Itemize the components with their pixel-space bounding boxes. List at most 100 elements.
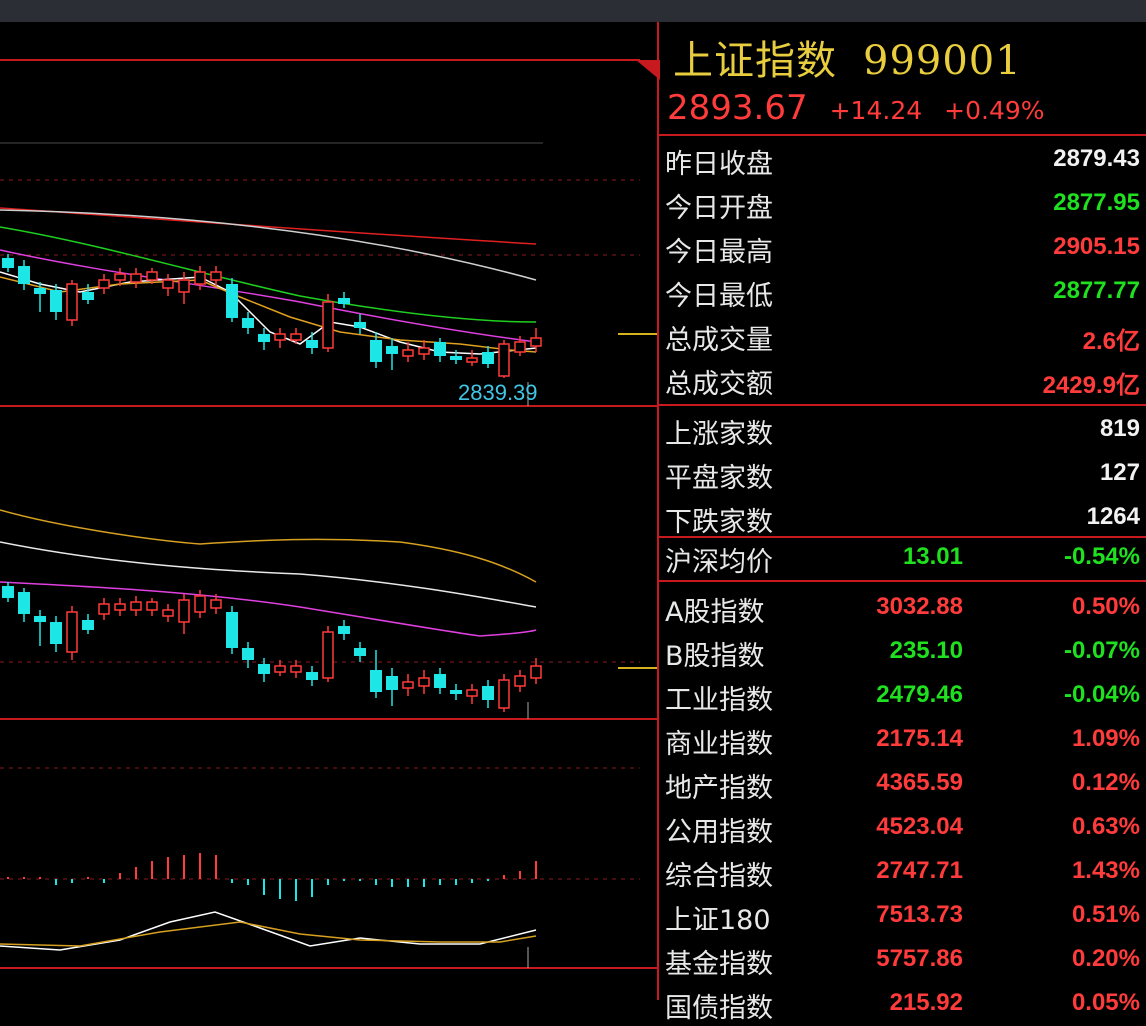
candle-body <box>210 599 222 609</box>
sector-index-value: 235.10 <box>889 637 963 664</box>
sector-index-value: 4523.04 <box>876 813 963 840</box>
price-line: 2893.67 +14.24 +0.49% <box>667 88 1045 128</box>
candle-body <box>162 279 174 289</box>
sector-index-label: 地产指数 <box>665 773 773 804</box>
avg-price-value: 13.01 <box>902 543 963 570</box>
sector-index-row[interactable]: 地产指数 4365.59 0.12% <box>659 762 1146 806</box>
candle-body <box>18 266 30 284</box>
candle-body <box>66 283 78 321</box>
candle-body <box>130 601 142 611</box>
sector-index-row[interactable]: 国债指数 215.92 0.05% <box>659 982 1146 1026</box>
stat-row[interactable]: 总成交额 2429.9亿 <box>659 358 1146 402</box>
avg-price-label: 沪深均价 <box>665 547 773 578</box>
candle-body <box>434 342 446 356</box>
stat-label: 今日开盘 <box>665 193 773 224</box>
avg-price-row[interactable]: 沪深均价 13.01 -0.54% <box>659 536 1146 580</box>
candle-body <box>498 343 510 377</box>
sector-index-row[interactable]: B股指数 235.10 -0.07% <box>659 630 1146 674</box>
sector-index-pct: 0.20% <box>1071 945 1140 972</box>
divider <box>659 536 1146 538</box>
sector-index-label: 综合指数 <box>665 861 773 892</box>
index-title: 上证指数 999001 <box>673 28 1022 86</box>
stat-label: 昨日收盘 <box>665 149 773 180</box>
candle-body <box>274 665 286 673</box>
candle-body <box>242 648 254 660</box>
candle-body <box>418 677 430 687</box>
sector-index-label: 工业指数 <box>665 685 773 716</box>
stat-row[interactable]: 总成交量 2.6亿 <box>659 314 1146 358</box>
sector-index-row[interactable]: 工业指数 2479.46 -0.04% <box>659 674 1146 718</box>
candle-body <box>434 674 446 688</box>
sector-index-value: 2747.71 <box>876 857 963 884</box>
candle-body <box>194 595 206 613</box>
sector-index-pct: 0.12% <box>1071 769 1140 796</box>
sector-index-value: 4365.59 <box>876 769 963 796</box>
price-change: +14.24 <box>829 96 923 125</box>
stat-value: 2877.77 <box>1053 277 1140 304</box>
candle-body <box>98 279 110 289</box>
kline-chart-area[interactable]: 2839.39 <box>0 22 660 1000</box>
breadth-value: 1264 <box>1086 503 1140 530</box>
sector-index-label: 上证180 <box>665 905 771 936</box>
candle-body <box>386 346 398 354</box>
candle-body <box>338 626 350 634</box>
sector-index-row[interactable]: 综合指数 2747.71 1.43% <box>659 850 1146 894</box>
candle-body <box>194 271 206 285</box>
candle-body <box>514 341 526 353</box>
breadth-row[interactable]: 下跌家数 1264 <box>659 496 1146 540</box>
candle-body <box>306 340 318 348</box>
window-title-bar <box>0 0 1146 22</box>
candle-body <box>18 592 30 614</box>
candle-body <box>322 301 334 349</box>
candle-body <box>450 690 462 694</box>
sector-index-row[interactable]: 基金指数 5757.86 0.20% <box>659 938 1146 982</box>
candle-body <box>162 609 174 617</box>
candle-body <box>226 612 238 648</box>
breadth-row[interactable]: 平盘家数 127 <box>659 452 1146 496</box>
candle-body <box>530 665 542 679</box>
candle-body <box>258 664 270 674</box>
period-low-label: 2839.39 <box>458 380 538 405</box>
breadth-label: 上涨家数 <box>665 419 773 450</box>
sector-index-pct: 0.51% <box>1071 901 1140 928</box>
divider <box>659 134 1146 136</box>
candle-body <box>82 292 94 300</box>
sector-index-value: 215.92 <box>889 989 963 1016</box>
sector-index-value: 5757.86 <box>876 945 963 972</box>
price-change-pct: +0.49% <box>944 96 1045 125</box>
candle-body <box>322 631 334 679</box>
candle-body <box>178 279 190 293</box>
candle-body <box>2 586 14 598</box>
stat-row[interactable]: 今日开盘 2877.95 <box>659 182 1146 226</box>
index-name: 上证指数 <box>673 38 837 84</box>
candle-body <box>306 672 318 680</box>
candle-body <box>290 665 302 673</box>
candle-body <box>482 352 494 364</box>
sector-index-pct: 0.63% <box>1071 813 1140 840</box>
candle-body <box>98 603 110 615</box>
candle-body <box>82 620 94 630</box>
stat-label: 总成交量 <box>665 325 773 356</box>
candle-body <box>354 648 366 656</box>
candle-body <box>274 333 286 341</box>
candle-body <box>498 679 510 709</box>
stat-row[interactable]: 今日最高 2905.15 <box>659 226 1146 270</box>
stat-row[interactable]: 今日最低 2877.77 <box>659 270 1146 314</box>
corner-marker <box>636 60 660 80</box>
moving-average-line <box>0 581 537 637</box>
sector-index-pct: 0.05% <box>1071 989 1140 1016</box>
sector-index-row[interactable]: 商业指数 2175.14 1.09% <box>659 718 1146 762</box>
sector-index-label: 商业指数 <box>665 729 773 760</box>
kline-chart[interactable] <box>0 22 660 1000</box>
stat-row[interactable]: 昨日收盘 2879.43 <box>659 138 1146 182</box>
moving-average-line <box>0 541 537 608</box>
sector-index-pct: 1.43% <box>1071 857 1140 884</box>
sector-index-row[interactable]: 上证180 7513.73 0.51% <box>659 894 1146 938</box>
breadth-row[interactable]: 上涨家数 819 <box>659 408 1146 452</box>
sector-index-row[interactable]: 公用指数 4523.04 0.63% <box>659 806 1146 850</box>
sector-index-label: 公用指数 <box>665 817 773 848</box>
candle-body <box>514 675 526 687</box>
candle-body <box>114 273 126 281</box>
sector-index-row[interactable]: A股指数 3032.88 0.50% <box>659 586 1146 630</box>
candle-body <box>482 686 494 700</box>
